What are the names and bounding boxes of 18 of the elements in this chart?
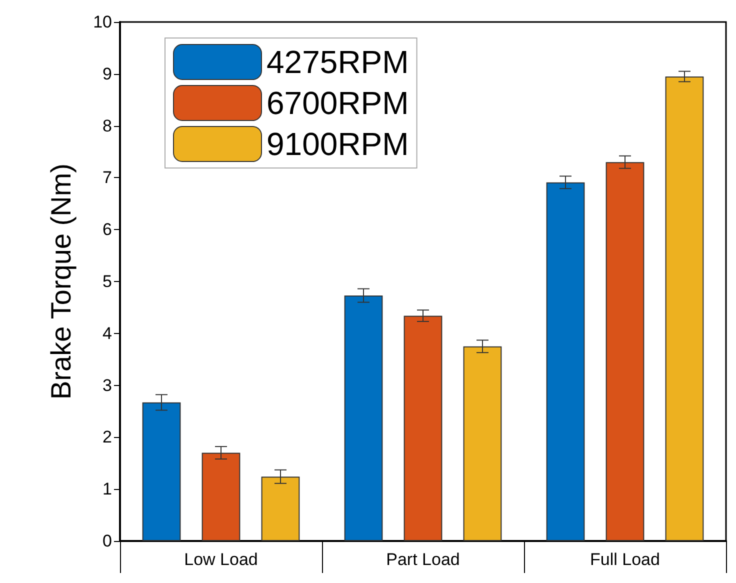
y-tick-label: 7 [102, 168, 112, 188]
y-tick-label: 5 [102, 272, 112, 291]
y-axis-title: Brake Torque (Nm) [46, 163, 76, 400]
y-tick-label: 0 [102, 532, 112, 550]
y-tick-label: 6 [102, 220, 112, 240]
x-tick-label: Low Load [184, 550, 258, 569]
legend-label: 6700RPM [266, 85, 409, 121]
legend-label: 9100RPM [266, 126, 409, 162]
y-tick-label: 4 [102, 324, 112, 343]
y-tick-label: 2 [102, 428, 112, 447]
x-tick-label: Part Load [386, 550, 460, 569]
legend-label: 4275RPM [266, 44, 409, 80]
y-tick-label: 3 [102, 376, 112, 395]
y-tick-label: 9 [102, 64, 112, 84]
y-tick-label: 10 [93, 12, 112, 32]
y-tick-label: 1 [102, 480, 112, 499]
x-tick-label: Full Load [590, 550, 660, 569]
y-tick-label: 8 [102, 116, 112, 136]
